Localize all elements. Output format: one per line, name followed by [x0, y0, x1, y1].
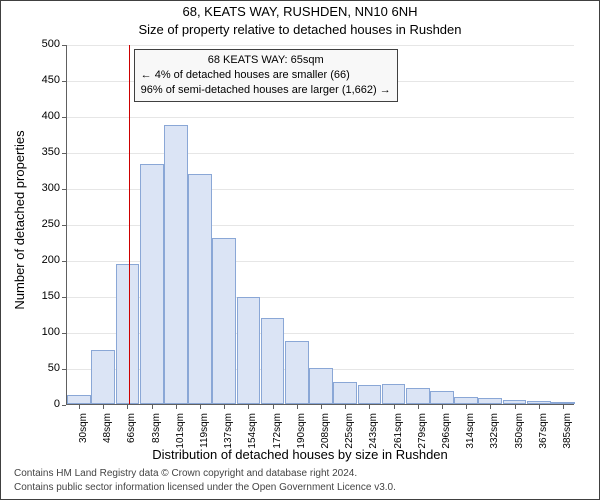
x-tick-label: 208sqm — [320, 413, 331, 457]
y-tickmark — [62, 117, 66, 118]
x-tickmark — [394, 405, 395, 409]
y-tickmark — [62, 261, 66, 262]
x-tickmark — [79, 405, 80, 409]
histogram-bar — [527, 401, 551, 404]
y-tickmark — [62, 405, 66, 406]
histogram-bar — [212, 238, 236, 404]
x-tickmark — [466, 405, 467, 409]
y-tick-label: 250 — [30, 218, 60, 230]
x-tickmark — [369, 405, 370, 409]
x-tickmark — [103, 405, 104, 409]
x-tickmark — [127, 405, 128, 409]
x-tick-label: 154sqm — [247, 413, 258, 457]
x-tickmark — [321, 405, 322, 409]
histogram-bar — [188, 174, 212, 404]
y-tickmark — [62, 153, 66, 154]
histogram-bar — [430, 391, 454, 404]
x-tickmark — [248, 405, 249, 409]
y-tick-label: 100 — [30, 326, 60, 338]
annotation-line: ← 4% of detached houses are smaller (66) — [141, 68, 391, 83]
histogram-bar — [478, 398, 502, 404]
x-tickmark — [442, 405, 443, 409]
histogram-bar — [406, 388, 430, 404]
histogram-bar — [503, 400, 527, 404]
x-tickmark — [176, 405, 177, 409]
histogram-bar — [116, 264, 140, 404]
histogram-bar — [164, 125, 188, 404]
x-tickmark — [200, 405, 201, 409]
y-tickmark — [62, 81, 66, 82]
x-tick-label: 243sqm — [368, 413, 379, 457]
x-tick-label: 137sqm — [223, 413, 234, 457]
y-tick-label: 150 — [30, 290, 60, 302]
x-tick-label: 314sqm — [465, 413, 476, 457]
x-tickmark — [539, 405, 540, 409]
reference-line — [129, 45, 130, 404]
histogram-bar — [358, 385, 382, 404]
y-tickmark — [62, 225, 66, 226]
x-tickmark — [297, 405, 298, 409]
histogram-bar — [333, 382, 357, 404]
footer-line: Contains HM Land Registry data © Crown c… — [14, 467, 396, 481]
x-tick-label: 332sqm — [489, 413, 500, 457]
x-tickmark — [345, 405, 346, 409]
chart-title: 68, KEATS WAY, RUSHDEN, NN10 6NH — [0, 4, 600, 19]
y-tick-label: 400 — [30, 110, 60, 122]
annotation-line: 96% of semi-detached houses are larger (… — [141, 83, 391, 98]
x-tickmark — [563, 405, 564, 409]
chart-subtitle: Size of property relative to detached ho… — [0, 22, 600, 37]
y-tick-label: 500 — [30, 38, 60, 50]
x-tickmark — [515, 405, 516, 409]
y-tick-label: 300 — [30, 182, 60, 194]
y-tickmark — [62, 45, 66, 46]
x-tick-label: 48sqm — [102, 413, 113, 457]
histogram-bar — [140, 164, 164, 404]
histogram-bar — [67, 395, 91, 404]
x-tick-label: 101sqm — [175, 413, 186, 457]
x-tick-label: 350sqm — [514, 413, 525, 457]
x-tickmark — [490, 405, 491, 409]
x-tick-label: 119sqm — [199, 413, 210, 457]
footer-line: Contains public sector information licen… — [14, 481, 396, 495]
y-tick-label: 0 — [30, 398, 60, 410]
x-tick-label: 83sqm — [151, 413, 162, 457]
gridline — [67, 45, 574, 46]
x-tick-label: 225sqm — [344, 413, 355, 457]
x-tick-label: 30sqm — [78, 413, 89, 457]
x-tick-label: 172sqm — [272, 413, 283, 457]
x-tickmark — [152, 405, 153, 409]
x-tick-label: 261sqm — [393, 413, 404, 457]
annotation-line: 68 KEATS WAY: 65sqm — [141, 53, 391, 68]
y-tickmark — [62, 369, 66, 370]
x-tick-label: 296sqm — [441, 413, 452, 457]
x-tick-label: 190sqm — [296, 413, 307, 457]
gridline — [67, 153, 574, 154]
gridline — [67, 117, 574, 118]
x-tickmark — [418, 405, 419, 409]
y-tickmark — [62, 297, 66, 298]
histogram-bar — [237, 297, 261, 404]
histogram-bar — [285, 341, 309, 404]
histogram-bar — [454, 397, 478, 404]
y-tickmark — [62, 333, 66, 334]
y-tick-label: 350 — [30, 146, 60, 158]
x-tick-label: 279sqm — [417, 413, 428, 457]
y-tick-label: 200 — [30, 254, 60, 266]
y-tickmark — [62, 189, 66, 190]
x-tick-label: 385sqm — [562, 413, 573, 457]
x-tick-label: 367sqm — [538, 413, 549, 457]
histogram-bar — [261, 318, 285, 404]
histogram-bar — [309, 368, 333, 404]
footer-attribution: Contains HM Land Registry data © Crown c… — [14, 467, 396, 494]
x-tickmark — [273, 405, 274, 409]
y-axis-label: Number of detached properties — [12, 40, 27, 400]
histogram-bar — [382, 384, 406, 404]
y-tick-label: 450 — [30, 74, 60, 86]
x-tick-label: 66sqm — [126, 413, 137, 457]
annotation-box: 68 KEATS WAY: 65sqm← 4% of detached hous… — [134, 49, 398, 102]
y-tick-label: 50 — [30, 362, 60, 374]
histogram-bar — [551, 402, 575, 404]
histogram-bar — [91, 350, 115, 404]
x-tickmark — [224, 405, 225, 409]
